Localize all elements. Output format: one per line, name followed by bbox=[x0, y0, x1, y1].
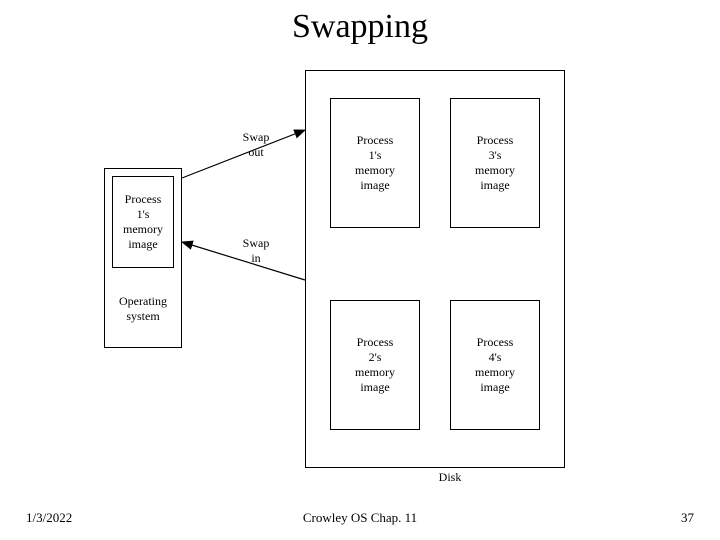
memory-os-box: Operating system bbox=[112, 278, 174, 340]
disk-slot-label: Process 4's memory image bbox=[451, 301, 539, 429]
disk-slot-label: Process 2's memory image bbox=[331, 301, 419, 429]
disk-slot: Process 1's memory image bbox=[330, 98, 420, 228]
disk-slot: Process 2's memory image bbox=[330, 300, 420, 430]
memory-os-label: Operating system bbox=[112, 278, 174, 340]
footer-center: Crowley OS Chap. 11 bbox=[0, 510, 720, 526]
disk-label: Disk bbox=[420, 470, 480, 485]
disk-slot-label: Process 3's memory image bbox=[451, 99, 539, 227]
swap-in-label: Swap in bbox=[233, 236, 279, 266]
swapping-diagram: Process 1's memory image Operating syste… bbox=[0, 70, 720, 490]
disk-slot-label: Process 1's memory image bbox=[331, 99, 419, 227]
memory-process-box: Process 1's memory image bbox=[112, 176, 174, 268]
page-title: Swapping bbox=[0, 8, 720, 46]
disk-slot: Process 4's memory image bbox=[450, 300, 540, 430]
memory-process-label: Process 1's memory image bbox=[113, 177, 173, 267]
footer-page: 37 bbox=[681, 510, 694, 526]
disk-slot: Process 3's memory image bbox=[450, 98, 540, 228]
swap-out-label: Swap out bbox=[233, 130, 279, 160]
